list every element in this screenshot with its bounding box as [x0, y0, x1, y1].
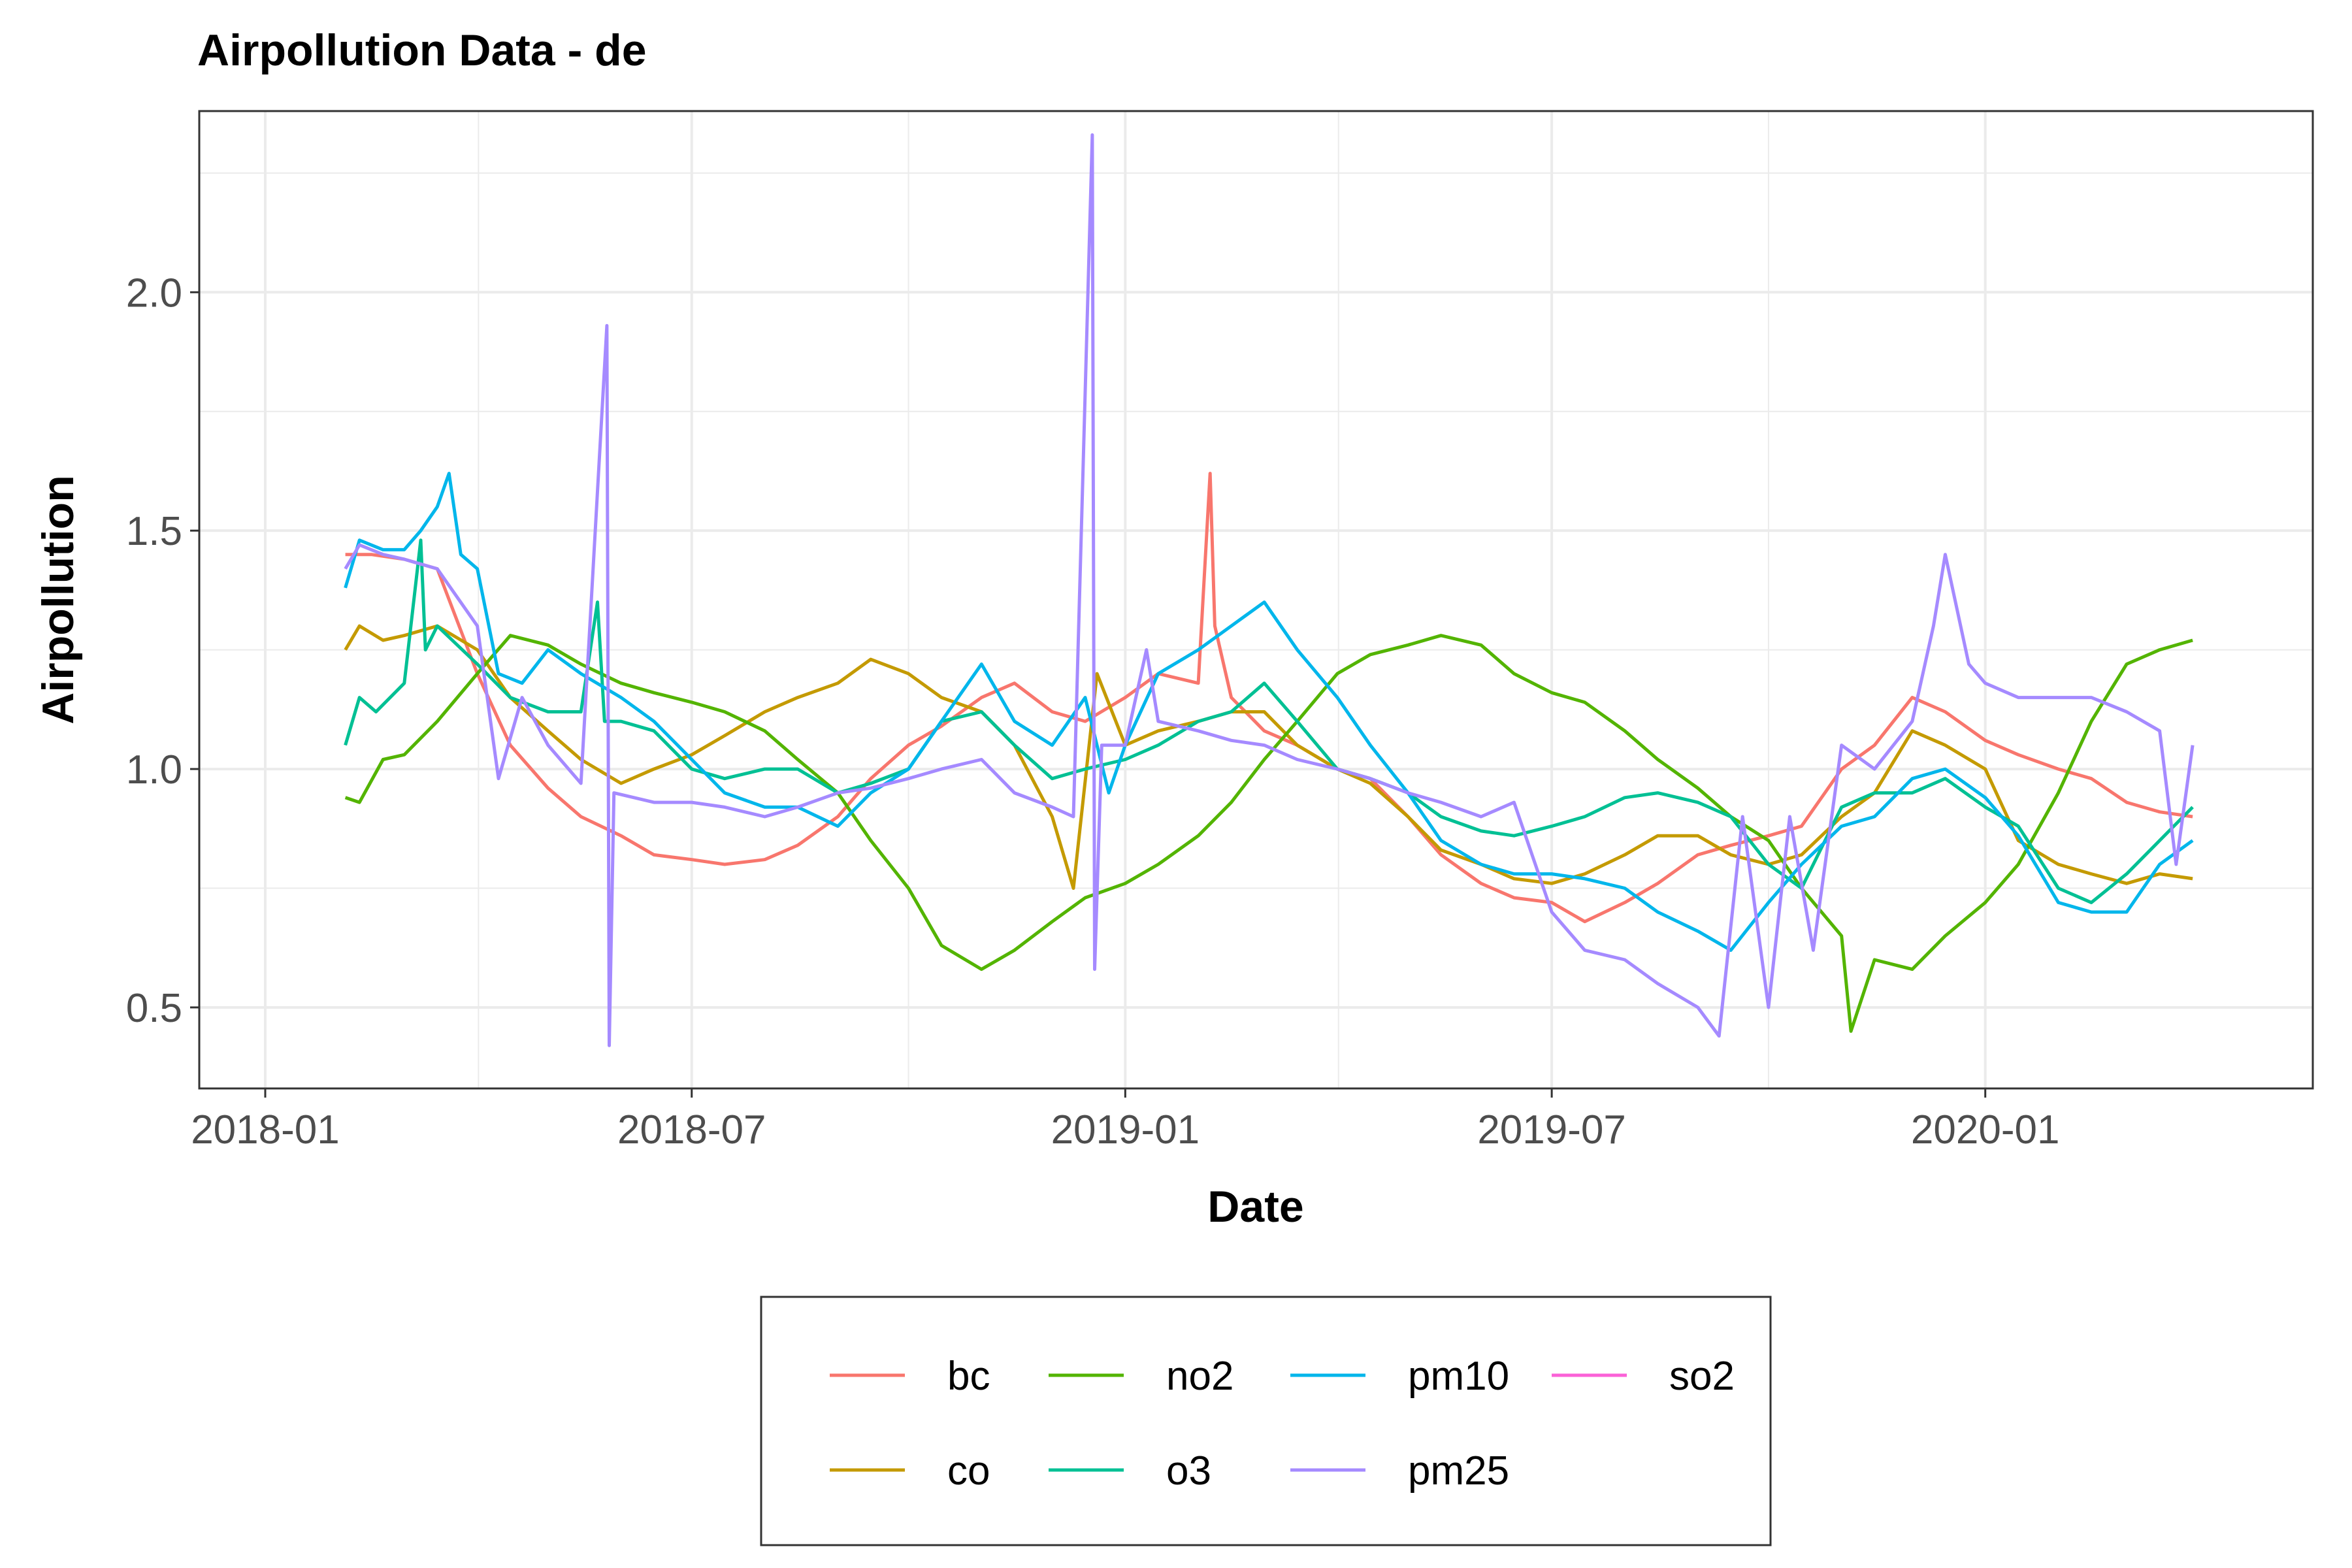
grid-major: [199, 111, 2313, 1088]
legend-label-bc: bc: [947, 1354, 990, 1399]
series-line-co: [344, 624, 2193, 890]
series-line-no2: [344, 634, 2193, 1033]
legend-box: [760, 1296, 1772, 1546]
chart-title: Airpollution Data - de: [197, 25, 647, 75]
y-axis: 0.5 1.0 1.5 2.0: [126, 270, 199, 1031]
x-tick-label: 2018-07: [617, 1107, 766, 1152]
x-axis-title: Date: [1207, 1182, 1303, 1232]
legend: bc co no2 o3 pm10 pm25 so2: [760, 1296, 1772, 1546]
legend-label-pm10: pm10: [1408, 1354, 1509, 1399]
series-line-o3: [344, 538, 2194, 904]
grid-minor: [199, 111, 2313, 1088]
x-tick-label: 2019-01: [1051, 1107, 1200, 1152]
legend-label-no2: no2: [1166, 1354, 1233, 1399]
legend-label-co: co: [947, 1448, 990, 1494]
legend-label-pm25: pm25: [1408, 1448, 1509, 1494]
series-line-bc: [345, 472, 2193, 924]
y-tick-label: 1.0: [126, 747, 182, 792]
x-tick-label: 2018-01: [191, 1107, 340, 1152]
y-tick-label: 2.0: [126, 270, 182, 316]
y-tick-label: 0.5: [126, 986, 182, 1031]
series-layer: [344, 133, 2195, 1047]
series-line-pm25: [344, 133, 2195, 1047]
x-tick-label: 2020-01: [1911, 1107, 2060, 1152]
series-line-pm10: [344, 472, 2194, 952]
plot-panel-border: [198, 110, 2314, 1090]
legend-label-so2: so2: [1669, 1354, 1735, 1399]
x-axis: 2018-01 2018-07 2019-01 2019-07 2020-01: [191, 1088, 2059, 1152]
y-axis-title: Airpollution: [33, 475, 83, 724]
x-tick-label: 2019-07: [1477, 1107, 1626, 1152]
y-tick-label: 1.5: [126, 509, 182, 554]
legend-label-o3: o3: [1166, 1448, 1211, 1494]
